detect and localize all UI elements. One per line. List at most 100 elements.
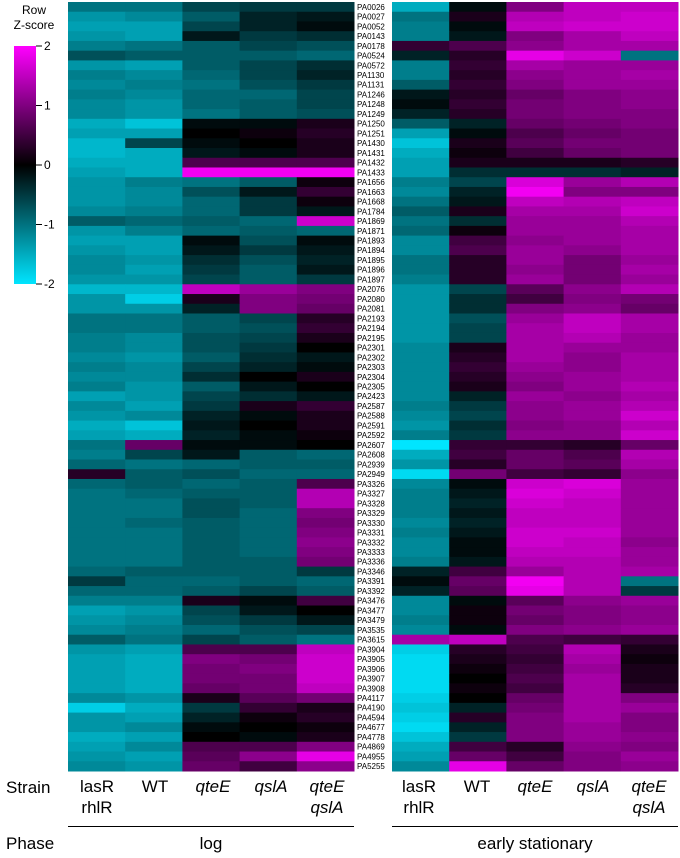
heatmap-cell bbox=[506, 410, 565, 422]
heatmap-cell bbox=[449, 313, 507, 324]
heatmap-cell bbox=[506, 381, 565, 392]
heatmap-cell bbox=[620, 420, 679, 431]
heatmap-cell bbox=[392, 167, 450, 178]
heatmap-cell bbox=[239, 332, 298, 344]
heatmap-cell bbox=[68, 430, 126, 441]
heatmap-cell bbox=[239, 712, 298, 723]
heatmap-cell bbox=[506, 21, 565, 32]
heatmap-cell bbox=[239, 488, 298, 499]
heatmap-cell bbox=[620, 274, 679, 285]
heatmap-cell bbox=[239, 576, 298, 587]
heatmap-cell bbox=[392, 683, 450, 694]
heatmap-cell bbox=[182, 751, 241, 762]
gene-label: PA3615 bbox=[357, 636, 385, 645]
heatmap-cell bbox=[563, 21, 622, 32]
gene-label: PA1249 bbox=[357, 110, 385, 119]
heatmap-cell bbox=[620, 537, 679, 548]
heatmap-cell bbox=[125, 245, 183, 256]
heatmap-cell bbox=[563, 761, 622, 772]
heatmap-cell bbox=[506, 2, 565, 13]
heatmap-cell bbox=[125, 31, 183, 42]
heatmap-cell bbox=[239, 615, 298, 626]
heatmap-cell bbox=[506, 595, 565, 607]
heatmap-cell bbox=[449, 498, 507, 509]
heatmap-cell bbox=[506, 303, 565, 314]
heatmap-cell bbox=[449, 751, 507, 762]
heatmap-cell bbox=[392, 595, 450, 607]
heatmap-cell bbox=[392, 371, 450, 383]
heatmap-cell bbox=[125, 586, 183, 597]
heatmap-cell bbox=[125, 673, 183, 684]
heatmap-cell bbox=[506, 654, 565, 665]
heatmap-cell bbox=[125, 547, 183, 558]
heatmap-cell bbox=[392, 644, 450, 655]
heatmap-cell bbox=[125, 99, 183, 110]
heatmap-cell bbox=[449, 761, 507, 772]
heatmap-cell bbox=[620, 741, 679, 753]
heatmap-cell bbox=[620, 722, 679, 733]
heatmap-cell bbox=[392, 118, 450, 130]
heatmap-cell bbox=[182, 722, 241, 733]
heatmap-cell bbox=[449, 342, 507, 353]
heatmap-cell bbox=[620, 31, 679, 42]
heatmap-cell bbox=[125, 40, 183, 52]
gene-label: PA1784 bbox=[357, 207, 385, 216]
heatmap-cell bbox=[296, 109, 355, 120]
heatmap-cell bbox=[182, 60, 241, 71]
heatmap-cell bbox=[620, 40, 679, 52]
heatmap-cell bbox=[563, 712, 622, 723]
heatmap-cell bbox=[620, 313, 679, 324]
heatmap-cell bbox=[239, 11, 298, 22]
heatmap-cell bbox=[125, 157, 183, 168]
heatmap-cell bbox=[296, 741, 355, 753]
gene-label: PA3332 bbox=[357, 538, 385, 547]
heatmap-cell bbox=[125, 21, 183, 32]
strain-name: qteE bbox=[631, 777, 667, 796]
heatmap-cell bbox=[239, 371, 298, 383]
heatmap-cell bbox=[620, 478, 679, 490]
heatmap-cell bbox=[506, 313, 565, 324]
heatmap-cell bbox=[239, 245, 298, 256]
heatmap-cell bbox=[620, 352, 679, 363]
heatmap-cell bbox=[506, 206, 565, 217]
heatmap-cell bbox=[449, 89, 507, 100]
heatmap-cell bbox=[296, 673, 355, 684]
heatmap-cell bbox=[125, 128, 183, 139]
heatmap-cell bbox=[182, 634, 241, 645]
gene-label: PA2303 bbox=[357, 363, 385, 372]
gene-label: PA1895 bbox=[357, 256, 385, 265]
heatmap-cell bbox=[620, 547, 679, 558]
heatmap-cell bbox=[239, 430, 298, 441]
heatmap-cell bbox=[68, 478, 126, 490]
heatmap-cell bbox=[449, 469, 507, 480]
heatmap-cell bbox=[68, 31, 126, 42]
heatmap-cell bbox=[296, 663, 355, 675]
strain-name: WT bbox=[463, 777, 491, 796]
heatmap-cell bbox=[392, 401, 450, 412]
heatmap-cell bbox=[68, 313, 126, 324]
heatmap-cell bbox=[449, 31, 507, 42]
heatmap-cell bbox=[392, 79, 450, 91]
heatmap-cell bbox=[68, 420, 126, 431]
strain-name: qteE bbox=[517, 777, 553, 796]
heatmap-cell bbox=[296, 371, 355, 383]
heatmap-cell bbox=[296, 449, 355, 460]
heatmap-cell bbox=[182, 99, 241, 110]
gene-label: PA2304 bbox=[357, 373, 385, 382]
heatmap-cell bbox=[506, 624, 565, 636]
heatmap-cell bbox=[449, 206, 507, 217]
heatmap-cell bbox=[239, 294, 298, 305]
heatmap-cell bbox=[449, 264, 507, 276]
heatmap-cell bbox=[506, 702, 565, 714]
heatmap-cell bbox=[563, 537, 622, 548]
heatmap-cell bbox=[506, 576, 565, 587]
heatmap-cell bbox=[620, 566, 679, 577]
heatmap-cell bbox=[182, 410, 241, 422]
heatmap-cell bbox=[182, 498, 241, 509]
heatmap-cell bbox=[620, 138, 679, 149]
strain-name: qteE bbox=[195, 777, 231, 796]
heatmap-cell bbox=[392, 303, 450, 314]
scale-tick-label: 0 bbox=[44, 158, 51, 172]
heatmap-cell bbox=[182, 50, 241, 61]
heatmap-cell bbox=[392, 274, 450, 285]
